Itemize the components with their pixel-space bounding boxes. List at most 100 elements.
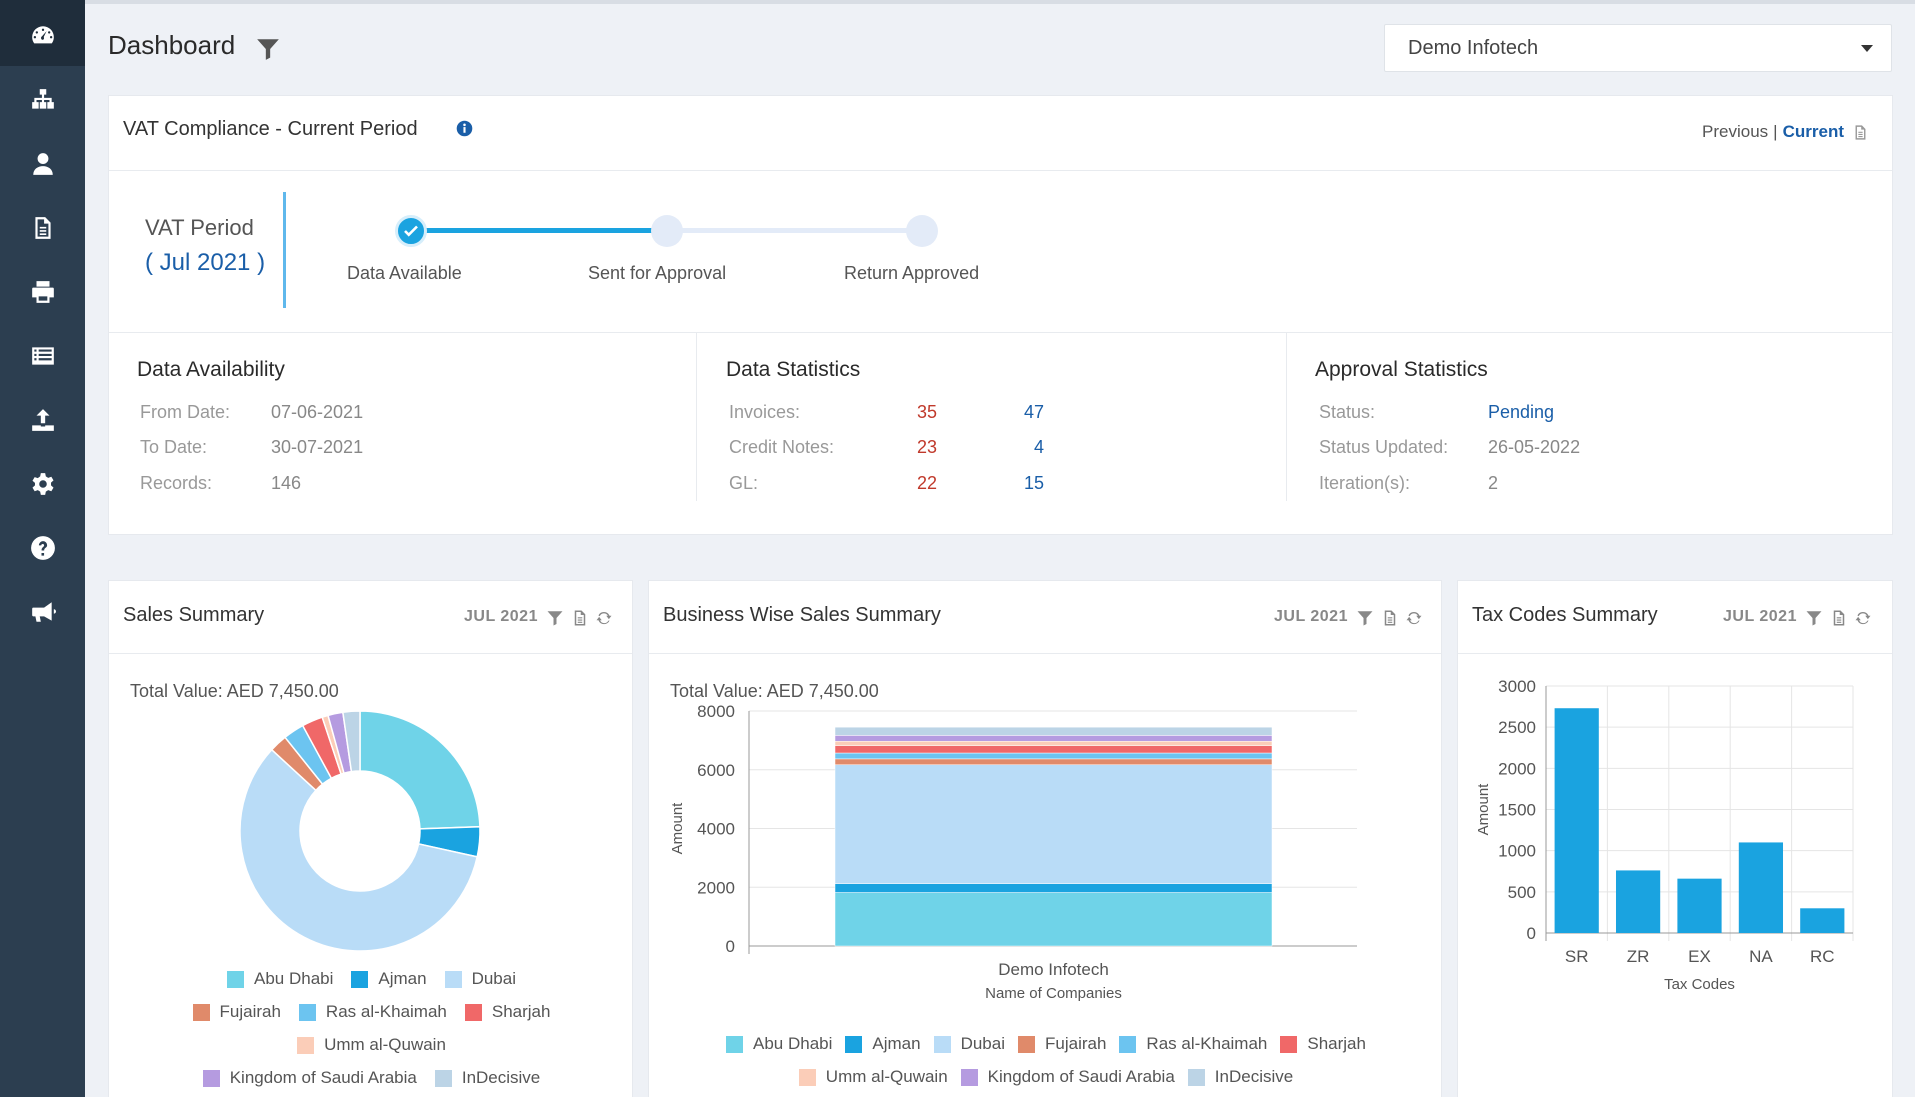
legend-item-dubai[interactable]: Dubai — [444, 969, 516, 989]
legend-label: Fujairah — [1045, 1034, 1107, 1053]
legend-item-ajman[interactable]: Ajman — [351, 969, 427, 989]
legend-label: Sharjah — [491, 1002, 551, 1021]
sidebar-item-announcements[interactable] — [0, 580, 85, 644]
bar-sr[interactable] — [1554, 708, 1599, 933]
bar-segment-indecisive[interactable] — [834, 726, 1273, 736]
legend-label: Umm al-Quwain — [825, 1067, 948, 1086]
x-tick-label: ZR — [1627, 947, 1650, 966]
legend-item-indecisive[interactable]: InDecisive — [434, 1068, 540, 1088]
legend-item-ajman[interactable]: Ajman — [845, 1034, 921, 1054]
y-tick-label: 2000 — [1498, 759, 1536, 778]
records-label: Records: — [140, 473, 213, 493]
step-track-done — [411, 228, 666, 233]
legend-item-kingdom-of-saudi-arabia[interactable]: Kingdom of Saudi Arabia — [960, 1067, 1175, 1087]
sidebar-item-hierarchy[interactable] — [0, 68, 85, 132]
legend-swatch — [444, 970, 462, 988]
credit-notes-count-a: 23 — [916, 437, 937, 457]
upload-icon — [31, 409, 54, 431]
y-tick-label: 2000 — [697, 878, 735, 897]
bar-segment-kingdom-of-saudi-arabia[interactable] — [834, 735, 1273, 742]
legend-item-fujairah[interactable]: Fujairah — [192, 1002, 281, 1022]
sales-donut-chart — [239, 710, 481, 952]
business-summary-period[interactable]: JUL 2021 — [1274, 608, 1348, 625]
bar-segment-abu-dhabi[interactable] — [834, 892, 1273, 947]
bar-segment-sharjah[interactable] — [834, 745, 1273, 754]
bar-ex[interactable] — [1677, 878, 1722, 933]
legend-label: Umm al-Quwain — [324, 1035, 446, 1054]
export-icon[interactable] — [1830, 609, 1848, 627]
report-icon[interactable] — [1852, 124, 1869, 141]
bar-zr[interactable] — [1615, 870, 1661, 933]
x-tick-label: NA — [1749, 947, 1773, 966]
x-tick-label: SR — [1565, 947, 1589, 966]
refresh-icon[interactable] — [1854, 609, 1872, 627]
bar-segment-ras-al-khaimah[interactable] — [834, 752, 1273, 760]
sidebar-item-settings[interactable] — [0, 452, 85, 516]
chevron-down-icon — [1861, 45, 1873, 52]
refresh-icon[interactable] — [595, 609, 613, 627]
legend-label: Abu Dhabi — [753, 1034, 833, 1053]
sidebar-item-help[interactable] — [0, 516, 85, 580]
legend-item-fujairah[interactable]: Fujairah — [1018, 1034, 1106, 1054]
vat-card-header — [109, 96, 1892, 171]
legend-item-sharjah[interactable]: Sharjah — [464, 1002, 551, 1022]
sales-summary-period[interactable]: JUL 2021 — [464, 608, 538, 625]
legend-item-ras-al-khaimah[interactable]: Ras al-Khaimah — [298, 1002, 447, 1022]
bar-segment-ajman[interactable] — [834, 883, 1273, 893]
pie-slice-indecisive[interactable] — [342, 710, 361, 773]
legend-swatch — [933, 1035, 951, 1053]
sidebar-item-print[interactable] — [0, 260, 85, 324]
legend-label: Kingdom of Saudi Arabia — [987, 1067, 1175, 1086]
refresh-icon[interactable] — [1405, 609, 1423, 627]
bar-na[interactable] — [1738, 842, 1784, 933]
filter-icon[interactable] — [1356, 609, 1374, 627]
from-date-label: From Date: — [140, 402, 231, 422]
legend-swatch — [1187, 1068, 1205, 1086]
legend-item-ras-al-khaimah[interactable]: Ras al-Khaimah — [1119, 1034, 1267, 1054]
legend-swatch — [351, 970, 369, 988]
dashboard-gauge-icon — [31, 26, 54, 44]
previous-link[interactable]: Previous — [1702, 122, 1769, 141]
pie-slice-abu-dhabi[interactable] — [359, 710, 481, 830]
y-tick-label: 1000 — [1498, 842, 1536, 861]
info-icon[interactable] — [456, 120, 473, 137]
filter-icon[interactable] — [255, 36, 281, 62]
legend-item-umm-al-quwain[interactable]: Umm al-Quwain — [798, 1067, 948, 1087]
legend-item-kingdom-of-saudi-arabia[interactable]: Kingdom of Saudi Arabia — [202, 1068, 417, 1088]
bar-rc[interactable] — [1800, 908, 1845, 933]
bar-segment-fujairah[interactable] — [834, 758, 1273, 766]
bar-segment-dubai[interactable] — [834, 764, 1273, 884]
sidebar-item-dashboard[interactable] — [0, 4, 85, 68]
current-link[interactable]: Current — [1782, 122, 1844, 141]
pie-slice-dubai[interactable] — [239, 748, 479, 952]
tax-codes-period[interactable]: JUL 2021 — [1723, 608, 1797, 625]
sidebar-item-list[interactable] — [0, 324, 85, 388]
export-icon[interactable] — [571, 609, 589, 627]
y-axis-label: Amount — [1475, 783, 1492, 836]
legend-swatch — [845, 1035, 863, 1053]
legend-label: Ras al-Khaimah — [1146, 1034, 1268, 1053]
legend-swatch — [726, 1035, 743, 1053]
vat-period-value: ( Jul 2021 ) — [145, 249, 266, 276]
filter-icon[interactable] — [546, 609, 564, 627]
legend-item-indecisive[interactable]: InDecisive — [1187, 1067, 1293, 1087]
legend-swatch — [1018, 1035, 1035, 1053]
legend-item-sharjah[interactable]: Sharjah — [1280, 1034, 1366, 1054]
export-icon[interactable] — [1381, 609, 1399, 627]
business-summary-header — [649, 581, 1441, 654]
bar-segment-umm-al-quwain[interactable] — [834, 741, 1273, 746]
filter-icon[interactable] — [1805, 609, 1823, 627]
legend-item-abu-dhabi[interactable]: Abu Dhabi — [726, 1034, 832, 1054]
company-select[interactable]: Demo Infotech — [1384, 24, 1892, 72]
legend-label: Ajman — [872, 1034, 921, 1053]
invoices-count-a: 35 — [916, 402, 937, 422]
sales-summary-card: Sales Summary JUL 2021 Total Value: AED … — [108, 580, 633, 1097]
legend-item-umm-al-quwain[interactable]: Umm al-Quwain — [297, 1035, 446, 1055]
legend-row: Kingdom of Saudi Arabia InDecisive — [109, 1068, 634, 1088]
tax-codes-card: Tax Codes Summary JUL 2021 0 500 1000 1500 2… — [1457, 580, 1893, 1097]
legend-item-abu-dhabi[interactable]: Abu Dhabi — [227, 969, 333, 989]
sidebar-item-users[interactable] — [0, 132, 85, 196]
legend-item-dubai[interactable]: Dubai — [933, 1034, 1005, 1054]
sidebar-item-upload[interactable] — [0, 388, 85, 452]
sidebar-item-documents[interactable] — [0, 196, 85, 260]
